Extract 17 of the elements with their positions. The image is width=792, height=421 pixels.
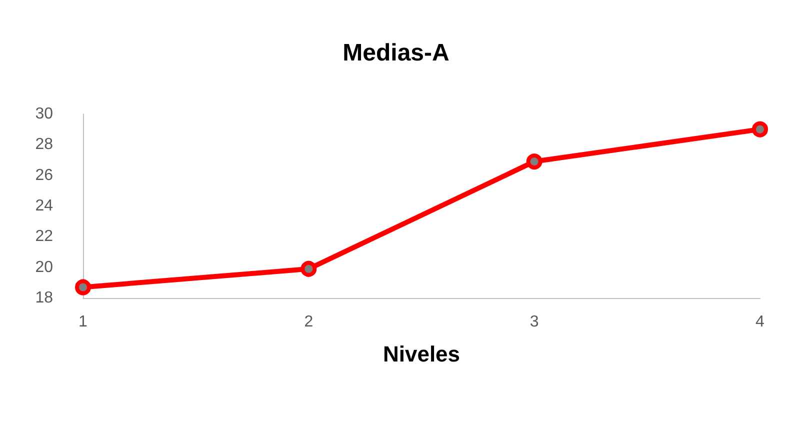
y-tick-label: 30 xyxy=(35,106,54,122)
x-tick-label: 4 xyxy=(756,314,765,330)
y-tick-label: 28 xyxy=(35,136,54,154)
y-tick-label: 22 xyxy=(35,228,54,246)
x-tick-label: 2 xyxy=(304,314,314,330)
chart-title: Medias-A xyxy=(342,40,450,66)
x-axis-title: Niveles xyxy=(382,342,460,366)
y-tick-label: 24 xyxy=(35,198,54,214)
y-tick-label: 20 xyxy=(35,258,54,276)
x-tick-label: 3 xyxy=(530,314,539,330)
y-tick-label: 26 xyxy=(35,166,54,184)
point xyxy=(300,260,317,277)
point xyxy=(75,279,91,296)
point xyxy=(752,121,768,138)
x-tick-label: 1 xyxy=(78,314,88,330)
point xyxy=(526,154,542,170)
y-tick-label: 18 xyxy=(35,290,54,306)
